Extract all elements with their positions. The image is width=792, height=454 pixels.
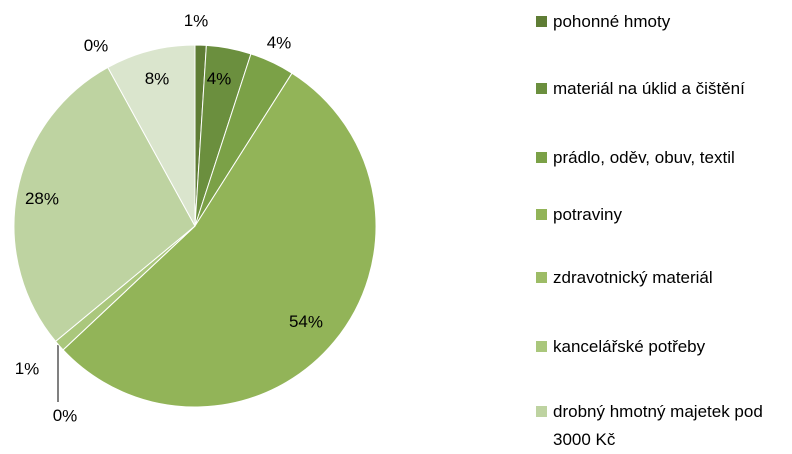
legend-swatch	[536, 406, 547, 417]
legend-label: pohonné hmoty	[553, 12, 671, 31]
data-label: 28%	[25, 189, 59, 208]
data-label: 4%	[207, 69, 232, 88]
legend-swatch	[536, 209, 547, 220]
pie-slice	[13, 66, 196, 343]
pie-slice	[107, 44, 196, 227]
legend-swatch	[536, 341, 547, 352]
data-label-value: 8	[145, 69, 154, 88]
data-label-value: 4	[207, 69, 216, 88]
legend-item: potraviny	[536, 201, 776, 229]
legend-swatch	[536, 152, 547, 163]
data-label-value: 0	[84, 36, 93, 55]
data-label: 1%	[15, 359, 40, 378]
legend-label: materiál na úklid a čištění	[553, 79, 745, 98]
legend-label: kancelářské potřeby	[553, 337, 706, 356]
legend-item: materiál na úklid a čištění	[536, 75, 776, 103]
data-label: 0%	[53, 406, 78, 425]
legend-item: kancelářské potřeby	[536, 333, 776, 361]
data-label-value: 1	[184, 11, 193, 30]
data-label: 4%	[267, 33, 292, 52]
legend-swatch	[536, 16, 547, 27]
data-label: 0%	[84, 36, 109, 55]
legend-label: zdravotnický materiál	[553, 268, 713, 287]
data-label-value: 54	[289, 312, 308, 331]
legend-item: zdravotnický materiál	[536, 264, 776, 292]
legend-item: drobný hmotný majetek pod 3000 Kč	[536, 398, 776, 454]
data-label: 1%	[184, 11, 209, 30]
legend-label: potraviny	[553, 205, 622, 224]
legend-label: prádlo, oděv, obuv, textil	[553, 148, 735, 167]
data-label: 54%	[289, 312, 323, 331]
legend-item: pohonné hmoty	[536, 8, 776, 36]
data-label: 8%	[145, 69, 170, 88]
data-label-value: 4	[267, 33, 276, 52]
legend-label: drobný hmotný majetek pod 3000 Kč	[553, 402, 763, 449]
legend-swatch	[536, 272, 547, 283]
data-label-value: 1	[15, 359, 24, 378]
pie-slice	[62, 72, 377, 408]
legend-swatch	[536, 83, 547, 94]
data-label-value: 0	[53, 406, 62, 425]
data-label-value: 28	[25, 189, 44, 208]
legend-item: prádlo, oděv, obuv, textil	[536, 144, 776, 172]
